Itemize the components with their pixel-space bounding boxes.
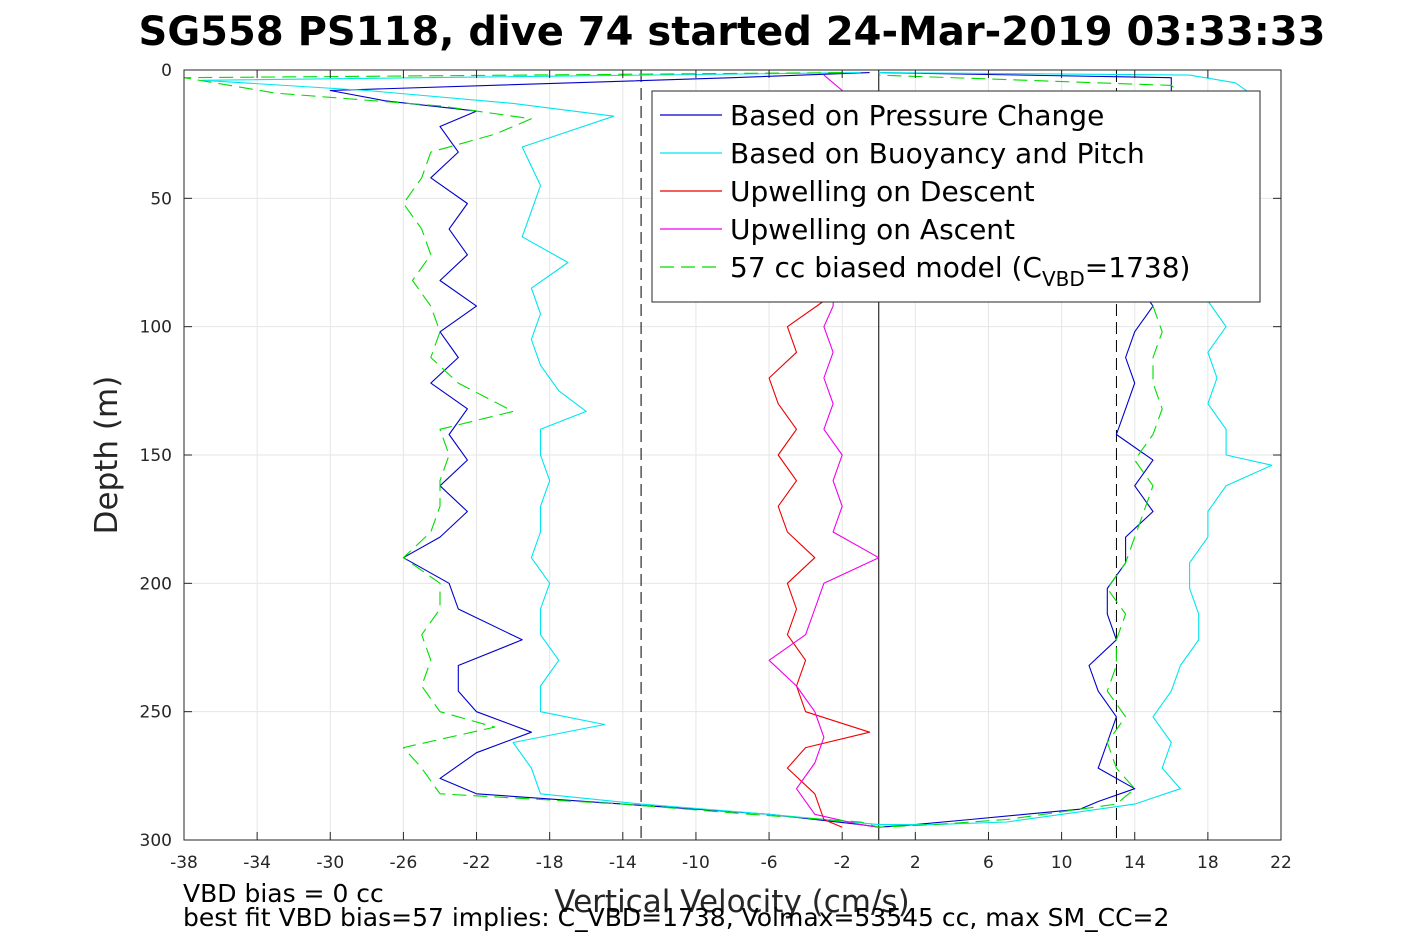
x-tick-label: -6 [761, 853, 778, 873]
legend-box [651, 90, 1261, 303]
y-tick-label: 0 [161, 61, 172, 81]
x-tick-label: -10 [682, 853, 710, 873]
ticks: -38 -34 -30 -26 -22 -18 -14 -10 -6 -2 2 6 10 14 18 2205… [140, 61, 1292, 873]
x-tick-label: -18 [536, 853, 564, 873]
x-tick-label: 14 [1124, 853, 1146, 873]
x-tick-label: -38 [170, 853, 198, 873]
y-tick-label: 300 [140, 831, 172, 851]
footer-best-fit: best fit VBD bias=57 implies: C_VBD=1738… [183, 903, 1169, 932]
legend-label-3: Upwelling on Descent [730, 175, 1035, 208]
x-tick-label: 10 [1051, 853, 1073, 873]
x-tick-label: 2 [910, 853, 921, 873]
legend-label-5: 57 cc biased model (CVBD=1738) [730, 251, 1190, 291]
x-tick-label: -34 [243, 853, 271, 873]
series-line-5 [184, 72, 1191, 828]
x-tick-label: -26 [390, 853, 418, 873]
series-line-4 [768, 74, 880, 828]
legend: Based on Pressure Change Based on Buoyanc… [651, 90, 1261, 303]
x-tick-label: -30 [316, 853, 344, 873]
y-axis-label: Depth (m) [89, 376, 125, 535]
footer-vbd-bias: VBD bias = 0 cc [183, 879, 384, 908]
x-tick-label: -2 [834, 853, 851, 873]
y-tick-label: 100 [140, 318, 172, 338]
legend-label-4: Upwelling on Ascent [730, 213, 1015, 246]
legend-label-1: Based on Pressure Change [730, 99, 1104, 132]
y-tick-label: 200 [140, 574, 172, 594]
x-tick-label: 18 [1197, 853, 1219, 873]
series-group [184, 72, 1273, 828]
x-tick-label: 22 [1270, 853, 1292, 873]
legend-label-2: Based on Buoyancy and Pitch [730, 137, 1145, 170]
y-tick-label: 250 [140, 703, 172, 723]
y-tick-label: 50 [150, 189, 172, 209]
x-tick-label: -14 [609, 853, 637, 873]
x-axis-label: Vertical Velocity (cm/s) [554, 884, 909, 920]
x-tick-label: -22 [463, 853, 491, 873]
x-tick-label: 6 [983, 853, 994, 873]
chart-title: SG558 PS118, dive 74 started 24-Mar-2019… [139, 9, 1326, 55]
series-line-3 [768, 300, 871, 828]
y-tick-label: 150 [140, 446, 172, 466]
